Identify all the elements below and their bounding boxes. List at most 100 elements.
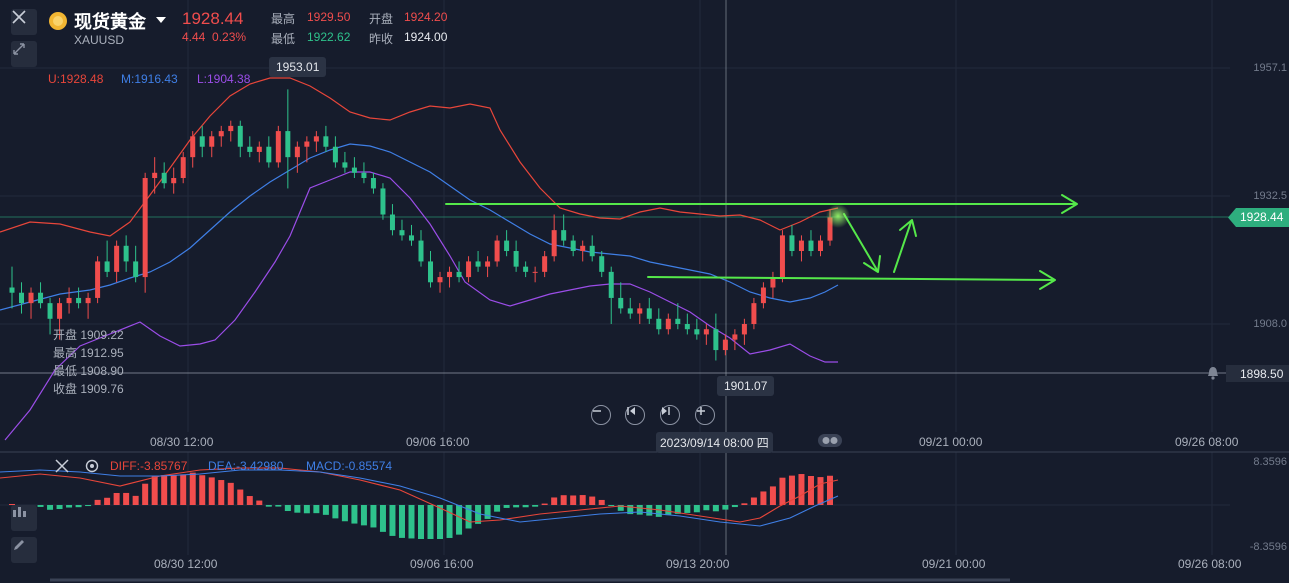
bell-icon[interactable] [1205, 365, 1221, 381]
candle-body[interactable] [741, 324, 747, 335]
candle-body[interactable] [570, 240, 576, 252]
candle-body[interactable] [608, 271, 614, 298]
candle-body[interactable] [437, 277, 443, 283]
candle-body[interactable] [656, 318, 662, 330]
candle-body[interactable] [456, 271, 462, 278]
candle-body[interactable] [161, 172, 167, 184]
candle-body[interactable] [76, 297, 82, 304]
panel-toggle-icon[interactable] [818, 434, 842, 447]
candle-body[interactable] [399, 230, 405, 236]
close-indicator-icon[interactable] [54, 458, 70, 474]
candle-body[interactable] [275, 131, 281, 163]
candle-body[interactable] [513, 251, 519, 267]
candle-body[interactable] [466, 261, 472, 278]
candle-body[interactable] [504, 240, 510, 252]
candle-body[interactable] [551, 230, 557, 257]
step-forward-button[interactable] [660, 405, 680, 425]
close-chart-button[interactable] [11, 9, 37, 35]
candle-body[interactable] [789, 235, 795, 252]
candle-body[interactable] [618, 297, 624, 309]
candle-body[interactable] [294, 146, 300, 158]
candle-body[interactable] [323, 136, 329, 147]
candle-body[interactable] [247, 146, 253, 152]
candle-body[interactable] [199, 136, 205, 147]
candle-body[interactable] [646, 308, 652, 319]
candle-body[interactable] [380, 188, 386, 215]
candle-body[interactable] [133, 261, 139, 278]
candle-body[interactable] [808, 240, 814, 252]
candle-body[interactable] [19, 292, 25, 304]
candle-body[interactable] [751, 303, 757, 324]
candle-body[interactable] [370, 178, 376, 189]
candle-body[interactable] [142, 178, 148, 278]
candle-body[interactable] [665, 318, 671, 330]
candle-body[interactable] [361, 172, 367, 179]
candle-body[interactable] [732, 334, 738, 340]
candle-body[interactable] [389, 214, 395, 231]
candle-body[interactable] [38, 292, 44, 304]
alert-price-tag[interactable]: 1898.50 [1240, 367, 1284, 381]
candle-body[interactable] [827, 217, 833, 241]
candle-body[interactable] [190, 136, 196, 158]
candle-body[interactable] [104, 261, 110, 272]
candle-body[interactable] [447, 271, 453, 278]
candle-body[interactable] [114, 245, 120, 272]
candle-body[interactable] [332, 146, 338, 163]
collapse-button[interactable] [11, 41, 37, 67]
candle-body[interactable] [523, 266, 529, 272]
candle-body[interactable] [798, 240, 804, 252]
candle-body[interactable] [703, 329, 709, 335]
candle-body[interactable] [675, 318, 681, 324]
chevron-down-icon[interactable] [155, 15, 167, 25]
candle-body[interactable] [285, 131, 291, 158]
zoom-out-button[interactable] [591, 405, 611, 425]
candle-body[interactable] [152, 172, 158, 179]
candle-body[interactable] [218, 131, 224, 137]
candle-body[interactable] [627, 308, 633, 314]
candle-body[interactable] [123, 245, 129, 262]
candle-body[interactable] [561, 230, 567, 241]
candle-body[interactable] [95, 261, 101, 298]
candle-body[interactable] [228, 125, 234, 132]
candle-body[interactable] [408, 235, 414, 241]
candle-body[interactable] [209, 136, 215, 147]
instrument-name[interactable]: 现货黄金 [74, 12, 146, 32]
candle-body[interactable] [475, 261, 481, 267]
candle-body[interactable] [760, 287, 766, 304]
candle-body[interactable] [542, 256, 548, 272]
candle-body[interactable] [28, 292, 34, 304]
candle-body[interactable] [313, 136, 319, 142]
candle-body[interactable] [428, 261, 434, 283]
candle-body[interactable] [770, 277, 776, 288]
candle-body[interactable] [485, 261, 491, 267]
candle-body[interactable] [694, 329, 700, 335]
candle-body[interactable] [85, 297, 91, 304]
candle-body[interactable] [47, 303, 53, 319]
zoom-in-button[interactable] [695, 405, 715, 425]
draw-tool-button[interactable] [11, 537, 37, 563]
candle-body[interactable] [180, 157, 186, 179]
candle-body[interactable] [171, 178, 177, 184]
step-back-button[interactable] [625, 405, 645, 425]
candle-body[interactable] [66, 297, 72, 304]
candle-body[interactable] [342, 162, 348, 168]
settings-icon[interactable] [84, 458, 100, 474]
candle-body[interactable] [817, 240, 823, 252]
candle-body[interactable] [637, 308, 643, 314]
candle-body[interactable] [713, 329, 719, 351]
candle-body[interactable] [57, 303, 63, 319]
candle-body[interactable] [418, 240, 424, 262]
candle-body[interactable] [589, 245, 595, 257]
candle-body[interactable] [684, 324, 690, 330]
candle-body[interactable] [580, 245, 586, 252]
candle-body[interactable] [9, 287, 15, 293]
candle-body[interactable] [494, 240, 500, 262]
candle-style-button[interactable] [11, 505, 37, 531]
candle-body[interactable] [304, 141, 310, 147]
candle-body[interactable] [256, 146, 262, 152]
candle-body[interactable] [532, 271, 538, 273]
candle-body[interactable] [722, 339, 728, 351]
candle-body[interactable] [779, 235, 785, 278]
candle-body[interactable] [237, 125, 243, 147]
candle-body[interactable] [266, 146, 272, 163]
